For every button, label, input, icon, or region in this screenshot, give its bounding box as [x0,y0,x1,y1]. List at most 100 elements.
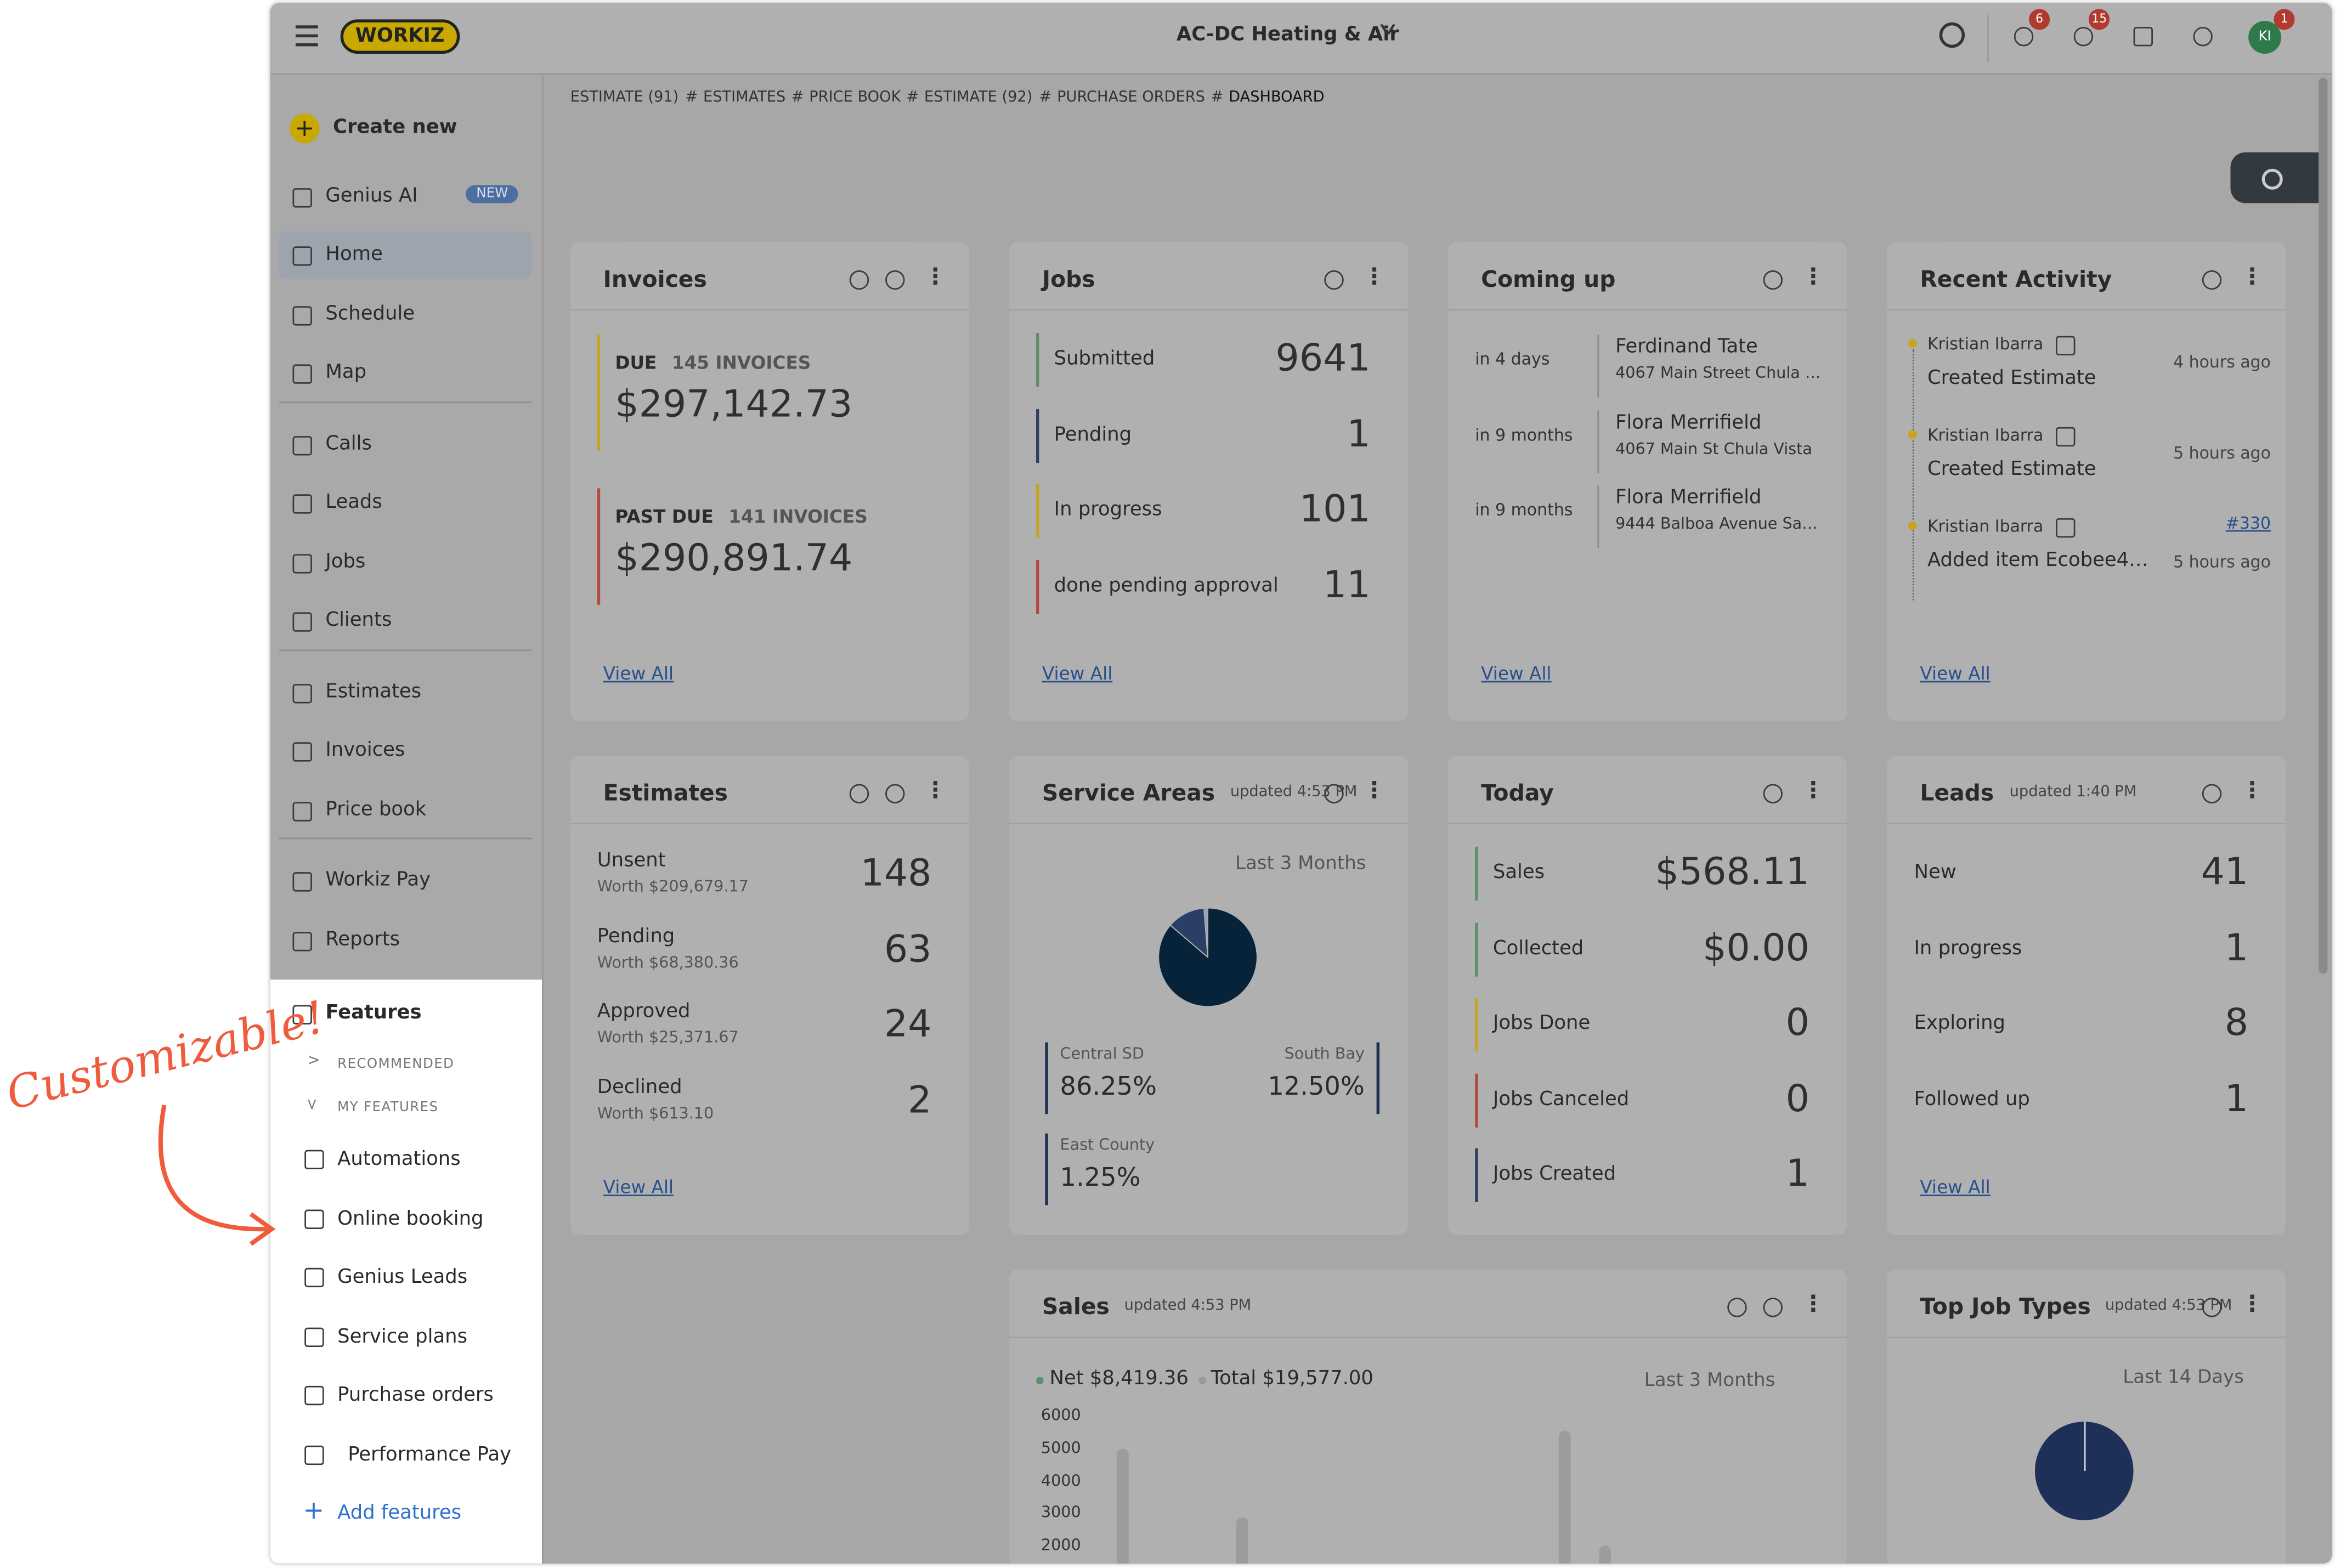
breadcrumb-item[interactable]: PRICE BOOK [809,89,901,106]
address: 9444 Balboa Avenue San Diego [1615,515,1828,534]
icon [292,683,312,703]
icon[interactable] [885,270,905,290]
icon [292,872,312,892]
settings-icon [2261,168,2283,190]
feature-item[interactable]: Performance Pay [348,1443,512,1466]
icon [2056,518,2076,538]
menu-button[interactable]: ⋮ [2241,1290,2264,1317]
card-title: Recent Activity [1920,265,2112,293]
view-all-link[interactable]: View All [1481,663,1552,684]
nav-item[interactable]: Map [325,361,367,384]
icon[interactable] [1324,270,1344,290]
menu-button[interactable]: ⋮ [1802,776,1825,803]
nav-item[interactable]: Invoices [325,739,405,762]
create-new[interactable]: Create new [332,116,457,139]
breadcrumb-item[interactable]: DASHBOARD [1229,89,1325,106]
region-name: East County [1060,1136,1155,1154]
nav-item[interactable]: Price book [325,798,427,821]
icon [292,188,312,208]
section-label[interactable]: RECOMMENDED [337,1057,455,1073]
menu-button[interactable]: ⋮ [2241,263,2264,290]
icon[interactable] [1727,1298,1747,1317]
company-selector[interactable]: AC-DC Heating & Air [1176,24,1399,47]
range-select[interactable]: Last 3 Months [1235,851,1366,874]
icon [2073,27,2094,47]
status-bar [1036,484,1039,538]
avatar[interactable]: KI [2248,21,2282,54]
breadcrumb-item[interactable]: ESTIMATE (91) [570,89,679,106]
feature-item[interactable]: Genius Leads [337,1266,468,1289]
activity-link[interactable]: #330 [2225,513,2271,534]
breadcrumb-item[interactable]: ESTIMATES [703,89,786,106]
feature-item[interactable]: Online booking [337,1207,484,1230]
feature-item[interactable]: Automations [337,1148,461,1171]
icon [292,364,312,384]
row-label: Collected [1492,937,1584,960]
search-icon[interactable] [1939,22,1965,48]
icon[interactable] [885,784,905,803]
feature-item[interactable]: Service plans [337,1325,468,1348]
icon[interactable] [1324,784,1344,803]
icon[interactable] [1763,784,1783,803]
nav-item[interactable]: Schedule [325,302,415,325]
menu-button[interactable]: ⋮ [1802,263,1825,290]
menu-button[interactable]: ⋮ [2241,776,2264,803]
feature-item[interactable]: Purchase orders [337,1384,494,1407]
divider [1597,485,1599,548]
nav-item[interactable]: Reports [325,928,400,951]
y-tick-label: 3000 [1041,1504,1081,1522]
row-value: 63 [884,926,932,970]
card-divider [1448,309,1847,311]
nav-item[interactable]: Genius AI [325,185,418,208]
nav-item[interactable]: Home [325,243,383,266]
breadcrumb-separator: # [1039,89,1052,106]
divider [1597,410,1599,473]
nav-item[interactable]: Leads [325,491,382,514]
nav-item[interactable]: Jobs [325,550,366,573]
view-all-link[interactable]: View All [1920,663,1991,684]
menu-button[interactable]: ⋮ [1363,776,1386,803]
icon[interactable] [849,270,869,290]
menu-button[interactable]: ⋮ [1802,1290,1825,1317]
region-bar [1045,1133,1048,1205]
section-label[interactable]: MY FEATURES [337,1100,439,1116]
icon[interactable] [2202,784,2222,803]
range-select[interactable]: Last 3 Months [1644,1368,1775,1391]
status-bar [1036,559,1039,613]
add-features[interactable]: Add features [337,1502,462,1525]
region-bar [1376,1042,1380,1114]
row-label: Declined [597,1075,682,1099]
icon [304,1445,324,1464]
nav-item[interactable]: Workiz Pay [325,869,431,892]
logo[interactable]: WORKIZ [340,19,460,54]
view-all-link[interactable]: View All [1920,1176,1991,1198]
nav-item[interactable]: Calls [325,432,372,455]
card: Estimates ⋮ Unsent Worth $209,679.17 148 Pend… [570,755,969,1235]
icon[interactable] [1763,270,1783,290]
view-all-link[interactable]: View All [1042,663,1113,684]
y-tick-label: 2000 [1041,1537,1081,1555]
view-all-link[interactable]: View All [603,663,674,684]
breadcrumb-item[interactable]: PURCHASE ORDERS [1057,89,1205,106]
icon[interactable] [849,784,869,803]
breadcrumb-item[interactable]: ESTIMATE (92) [924,89,1033,106]
app-window: WORKIZ AC-DC Heating & Air v 6 15 KI 1 + Create … [270,3,2332,1564]
icon[interactable] [2202,270,2222,290]
updated-time: updated 4:53 PM [1124,1298,1252,1315]
nav-item[interactable]: Estimates [325,680,422,703]
region-bar [1045,1042,1048,1114]
menu-button[interactable]: ⋮ [1363,263,1386,290]
row-value: 101 [1299,486,1371,530]
updated-time: updated 1:40 PM [2009,784,2137,801]
features-title[interactable]: Features [325,1002,422,1024]
range-select[interactable]: Last 14 Days [2123,1365,2244,1388]
nav-item[interactable]: Clients [325,609,392,632]
icon[interactable] [1763,1298,1783,1317]
menu-button[interactable]: ⋮ [924,776,947,803]
menu-button[interactable]: ⋮ [924,263,947,290]
icon[interactable] [2202,1298,2222,1317]
card-divider [1009,823,1408,825]
icon [292,494,312,514]
view-all-link[interactable]: View All [603,1176,674,1198]
